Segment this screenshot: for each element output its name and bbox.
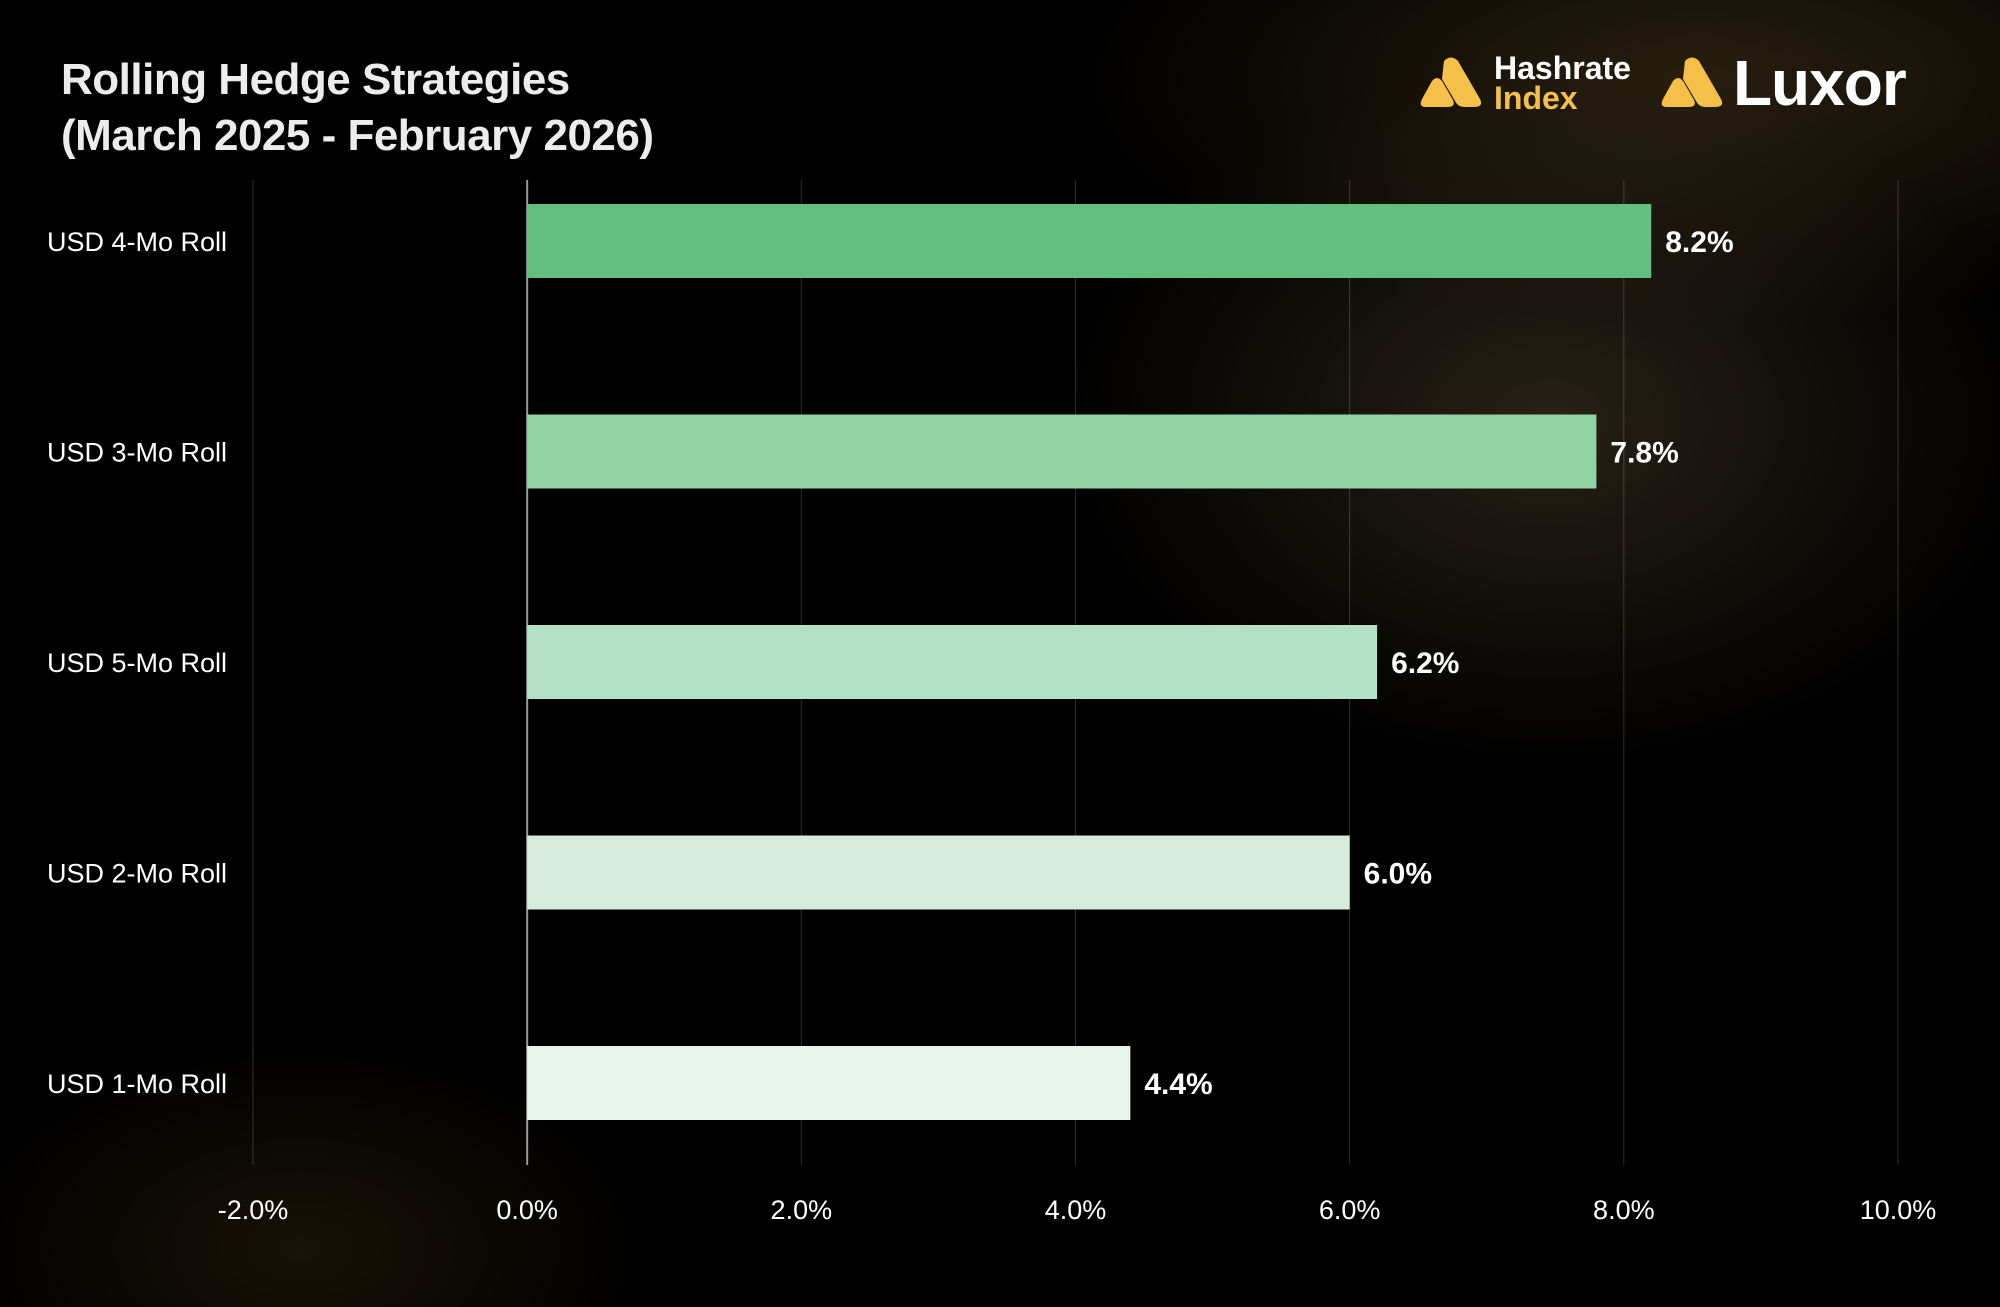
value-label: 7.8% [1610, 437, 1678, 470]
hashrate-index-triangle-icon [1420, 57, 1482, 107]
x-tick-label: 6.0% [1319, 1195, 1381, 1225]
chart-title: Rolling Hedge Strategies (March 2025 - F… [61, 52, 654, 164]
hashrate-index-text-1: Hashrate [1494, 50, 1631, 86]
value-label: 4.4% [1144, 1068, 1212, 1101]
value-label: 6.0% [1364, 858, 1432, 891]
bars [527, 204, 1652, 1120]
hashrate-index-text-2: Index [1494, 80, 1578, 116]
category-label: USD 5-Mo Roll [47, 648, 227, 678]
luxor-text: Luxor [1732, 47, 1907, 119]
x-tick-label: 0.0% [496, 1195, 558, 1225]
bar [527, 414, 1597, 489]
value-label: 8.2% [1665, 226, 1733, 259]
x-tick-label: 8.0% [1593, 1195, 1655, 1225]
bar [527, 1046, 1131, 1120]
logos: Hashrate Index Luxor [1420, 46, 1907, 120]
value-labels: 8.2% 7.8% 6.2% 6.0% 4.4% [1144, 226, 1733, 1101]
x-tick-label: 4.0% [1045, 1195, 1107, 1225]
luxor-logo: Luxor [1661, 46, 1907, 120]
x-tick-label: -2.0% [218, 1195, 289, 1225]
hashrate-index-logo: Hashrate Index [1420, 50, 1631, 116]
luxor-triangle-icon [1661, 57, 1723, 107]
x-axis-tick-labels: -2.0% 0.0% 2.0% 4.0% 6.0% 8.0% 10.0% [218, 1195, 1937, 1225]
bar [527, 625, 1378, 699]
category-labels: USD 4-Mo Roll USD 3-Mo Roll USD 5-Mo Roll U… [47, 227, 227, 1099]
title-line-1: Rolling Hedge Strategies [61, 55, 570, 104]
x-tick-label: 2.0% [771, 1195, 833, 1225]
x-tick-label: 10.0% [1860, 1195, 1937, 1225]
category-label: USD 2-Mo Roll [47, 859, 227, 889]
category-label: USD 4-Mo Roll [47, 227, 227, 257]
category-label: USD 3-Mo Roll [47, 438, 227, 468]
bar [527, 835, 1350, 910]
value-label: 6.2% [1391, 647, 1459, 680]
bar [527, 204, 1652, 278]
category-label: USD 1-Mo Roll [47, 1069, 227, 1099]
title-line-2: (March 2025 - February 2026) [61, 111, 654, 160]
